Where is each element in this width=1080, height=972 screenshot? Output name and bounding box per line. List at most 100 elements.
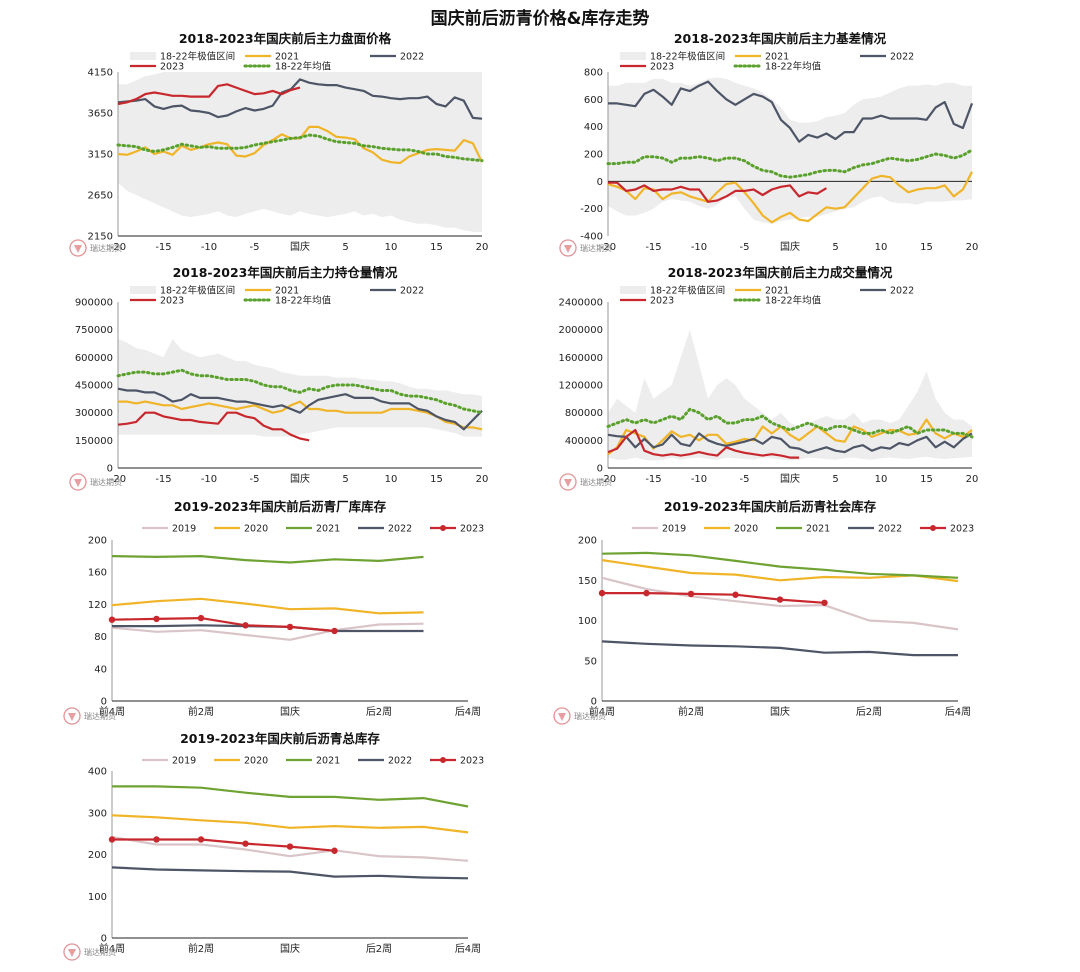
- series-point-2023: [108, 836, 116, 843]
- legend-swatch: [620, 52, 646, 60]
- y-tick-label: 800: [584, 68, 603, 79]
- legend-label: 2023: [950, 524, 974, 535]
- y-tick-label: -200: [580, 204, 603, 215]
- legend-label: 2023: [160, 62, 184, 73]
- watermark-text: 瑞达期货: [84, 711, 116, 721]
- y-tick-label: 600: [584, 95, 603, 106]
- legend-marker: [440, 525, 446, 531]
- y-tick-label: 900000: [75, 298, 113, 309]
- series-point-2023: [197, 614, 205, 622]
- ruida-logo-icon: [553, 707, 571, 725]
- series-line-2021: [111, 555, 424, 564]
- series-point-2023: [331, 847, 338, 854]
- x-tick-label: 前2周: [188, 705, 214, 718]
- series-point-2023: [242, 840, 249, 847]
- legend-label: 2020: [244, 524, 268, 535]
- range-band: [118, 338, 482, 437]
- watermark-text: 瑞达期货: [574, 711, 606, 721]
- x-tick-label: 后4周: [945, 706, 971, 718]
- x-tick-label: 后2周: [366, 706, 392, 718]
- ruida-logo-icon: [559, 239, 577, 257]
- y-tick-label: 150: [578, 576, 597, 587]
- chart-social-inventory-panel: 2019-2023年国庆前后沥青社会库存 2019 2020 2021 2022 2023…: [553, 499, 974, 725]
- y-tick-label: 100: [88, 892, 107, 903]
- series-point-2023: [687, 590, 695, 598]
- legend-label: 18-22年极值区间: [650, 51, 725, 63]
- x-tick-label: -15: [645, 474, 661, 485]
- legend-swatch: [130, 286, 156, 294]
- legend-label: 18-22年均值: [765, 295, 822, 307]
- legend-label: 2023: [160, 296, 184, 307]
- x-tick-label: -5: [740, 474, 750, 485]
- chart-basis-panel: 2018-2023年国庆前后主力基差情况 18-22年极值区间 2021 2022 20…: [559, 31, 979, 257]
- legend-label: 2022: [400, 52, 424, 63]
- legend-label: 2021: [316, 756, 340, 767]
- chart-legend: 18-22年极值区间 2021 2022 2023 18-22年均值: [130, 51, 424, 73]
- series-line-2023: [117, 411, 310, 442]
- x-tick-label: -15: [155, 242, 171, 253]
- y-tick-label: 800000: [565, 408, 603, 419]
- series-line-18-22年均值: [606, 407, 974, 439]
- x-tick-label: -5: [740, 242, 750, 253]
- series-line-2022: [117, 387, 483, 431]
- legend-label: 2022: [388, 524, 412, 535]
- y-tick-label: 0: [101, 697, 107, 708]
- y-tick-label: 2150: [88, 232, 113, 243]
- legend-label: 2023: [460, 756, 484, 767]
- ruida-logo-icon: [69, 473, 87, 491]
- series-line-2020: [111, 814, 469, 834]
- y-tick-label: 2650: [88, 191, 113, 202]
- series-line-2022: [607, 432, 973, 454]
- chart-volume-panel: 2018-2023年国庆前后主力成交量情况 18-22年极值区间 2021 2022 2…: [558, 265, 978, 491]
- series-line-2023: [111, 617, 335, 633]
- x-tick-label: -15: [155, 474, 171, 485]
- series-point-2023: [598, 589, 606, 597]
- x-tick-label: 前4周: [99, 705, 125, 718]
- chart-legend: 2019 2020 2021 2022 2023: [142, 524, 484, 535]
- x-tick-label: 10: [385, 474, 398, 485]
- legend-label: 2022: [890, 52, 914, 63]
- chart-title: 2019-2023年国庆前后沥青总库存: [180, 731, 380, 746]
- series-point-2023: [732, 591, 739, 598]
- x-tick-label: 后2周: [366, 943, 392, 955]
- chart-price-panel: 2018-2023年国庆前后主力盘面价格 18-22年极值区间 2021 2022 20…: [69, 31, 488, 257]
- x-tick-label: -10: [201, 242, 217, 253]
- y-tick-label: 200: [88, 536, 107, 547]
- x-tick-label: -20: [600, 474, 616, 485]
- series-line-2023: [607, 428, 800, 459]
- x-tick-label: 20: [966, 242, 979, 253]
- chart-legend: 2019 2020 2021 2022 2023: [632, 524, 974, 535]
- series-line-2023: [608, 181, 827, 203]
- legend-label: 2019: [662, 524, 686, 535]
- series-point-2023: [331, 627, 338, 635]
- series-line-18-22年均值: [606, 148, 974, 179]
- y-tick-label: 160: [88, 568, 107, 579]
- series-line-2022: [111, 866, 469, 880]
- ruida-logo-icon: [63, 943, 81, 961]
- ruida-logo-icon: [69, 239, 87, 257]
- x-tick-label: 10: [875, 474, 888, 485]
- y-tick-label: 100: [578, 616, 597, 627]
- series-point-2023: [286, 623, 294, 631]
- x-tick-label: 5: [342, 474, 348, 485]
- legend-label: 2022: [890, 286, 914, 297]
- legend-label: 2022: [388, 756, 412, 767]
- series-line-18-22年均值: [116, 133, 484, 163]
- legend-label: 2021: [316, 524, 340, 535]
- chart-title: 2018-2023年国庆前后主力持仓量情况: [173, 265, 398, 280]
- y-tick-label: 0: [591, 697, 597, 708]
- x-tick-label: 后2周: [856, 706, 882, 718]
- x-tick-label: -20: [110, 242, 126, 253]
- x-tick-label: 10: [385, 242, 398, 253]
- chart-title: 2018-2023年国庆前后主力盘面价格: [179, 31, 392, 46]
- series-point-2023: [821, 599, 828, 606]
- series-line-2019: [111, 835, 469, 862]
- x-tick-label: 5: [832, 474, 838, 485]
- series-point-2023: [242, 622, 249, 629]
- x-tick-label: 前2周: [188, 942, 214, 955]
- legend-label: 18-22年均值: [275, 295, 332, 307]
- series-point-2023: [776, 596, 784, 603]
- y-tick-label: 1600000: [558, 353, 603, 364]
- chart-legend: 2019 2020 2021 2022 2023: [142, 756, 484, 767]
- legend-label: 2023: [650, 62, 674, 73]
